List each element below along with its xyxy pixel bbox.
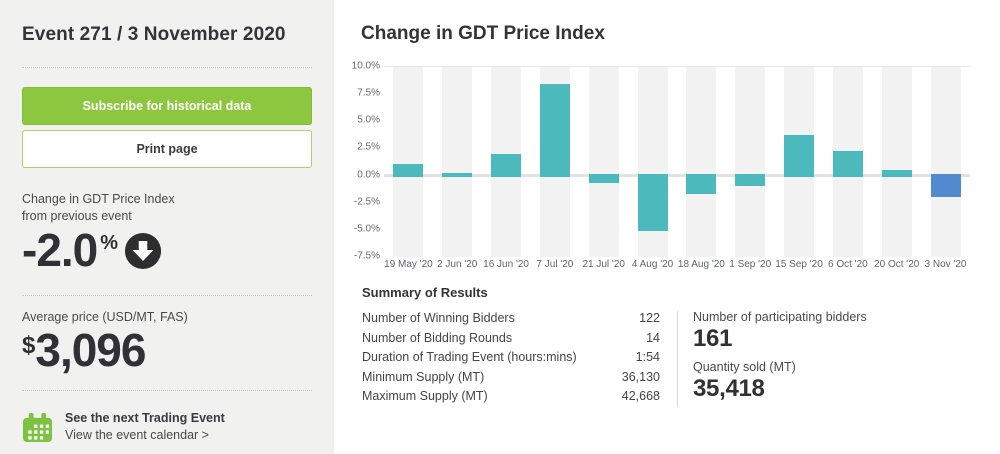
chart-bar-15-sep-20: [784, 135, 815, 178]
next-event-title: See the next Trading Event: [65, 411, 225, 425]
summary-table: Number of Winning Bidders 122 Number of Bi…: [362, 309, 660, 409]
divider: [22, 390, 312, 391]
stat-value: 35,418: [693, 375, 765, 402]
avg-price-row: $ 3,096: [22, 326, 312, 374]
y-axis-tick-label: -7.5%: [353, 250, 380, 262]
chart-stripe: [735, 67, 766, 257]
chart-stripe: [393, 67, 424, 257]
subscribe-button[interactable]: Subscribe for historical data: [22, 87, 312, 125]
y-axis-tick-label: 0.0%: [357, 169, 380, 181]
chart-stripe: [442, 67, 473, 257]
summary-heading: Summary of Results: [362, 285, 488, 300]
stat-label: Quantity sold (MT): [693, 360, 796, 374]
summary-row-label: Minimum Supply (MT): [362, 369, 485, 384]
chart-stripe: [881, 67, 912, 257]
chart-plot: [384, 66, 970, 257]
chart-bar-3-nov-20: [930, 174, 961, 198]
sidebar: Event 271 / 3 November 2020 Subscribe fo…: [0, 0, 334, 454]
x-axis-tick-label: 6 Oct '20: [828, 259, 868, 270]
summary-row: Minimum Supply (MT) 36,130: [362, 368, 660, 388]
chart-bar-1-sep-20: [735, 174, 766, 187]
x-axis-tick-label: 3 Nov '20: [924, 259, 967, 270]
chart-bar-18-aug-20: [686, 174, 717, 195]
zero-line: [384, 174, 970, 178]
chart-bar-21-jul-20: [588, 174, 619, 184]
calendar-icon: [22, 412, 53, 443]
print-page-button[interactable]: Print page: [22, 130, 312, 168]
x-axis-tick-label: 20 Oct '20: [874, 259, 920, 270]
summary-row-label: Number of Bidding Rounds: [362, 330, 513, 345]
chart-bar-4-aug-20: [637, 174, 668, 231]
chart-x-axis: 19 May '20 2 Jun '20 16 Jun '20 7 Jul '20 21…: [384, 259, 970, 270]
summary-row: Duration of Trading Event (hours:mins) 1:…: [362, 348, 660, 368]
summary-columns: Number of Winning Bidders 122 Number of Bi…: [362, 309, 1000, 409]
next-event-link-block[interactable]: See the next Trading Event View the even…: [22, 410, 312, 444]
change-index-label: Change in GDT Price Index from previous …: [22, 192, 175, 223]
divider: [22, 295, 312, 296]
change-value: -2.0: [22, 224, 98, 276]
gdt-price-index-chart: 10.0% 7.5% 5.0% 2.5% 0.0% -2.5% -5.0% -7.5%: [346, 61, 1000, 262]
y-axis-tick-label: 7.5%: [357, 87, 380, 99]
x-axis-tick-label: 16 Jun '20: [483, 259, 529, 270]
chart-stripe: [686, 67, 717, 257]
event-calendar-link[interactable]: View the event calendar >: [65, 428, 209, 442]
summary-row: Maximum Supply (MT) 42,668: [362, 387, 660, 407]
divider: [677, 311, 678, 407]
x-axis-tick-label: 19 May '20: [384, 259, 433, 270]
summary-row-value: 122: [639, 311, 660, 325]
chart-title: Change in GDT Price Index: [361, 23, 605, 44]
chart-bar-20-oct-20: [881, 170, 912, 178]
x-axis-tick-label: 7 Jul '20: [536, 259, 574, 270]
y-axis-tick-label: 2.5%: [357, 141, 380, 153]
summary-section: Summary of Results Number of Winning Bid…: [362, 285, 1000, 409]
currency-symbol: $: [22, 332, 36, 359]
chart-bar-16-jun-20: [491, 153, 522, 178]
stat-label: Number of participating bidders: [693, 310, 867, 324]
summary-row-label: Duration of Trading Event (hours:mins): [362, 350, 577, 364]
stat-value: 161: [693, 325, 733, 352]
summary-row-value: 36,130: [621, 369, 660, 384]
avg-price-value: 3,096: [35, 324, 146, 376]
change-unit: %: [100, 232, 119, 254]
summary-row: Number of Winning Bidders 122: [362, 309, 660, 329]
x-axis-tick-label: 15 Sep '20: [775, 259, 823, 270]
chart-stripe: [588, 67, 619, 257]
x-axis-tick-label: 4 Aug '20: [631, 259, 674, 270]
chart-bar-19-may-20: [393, 163, 424, 178]
summary-stats: Number of participating bidders 161 Quanti…: [693, 309, 867, 409]
change-value-row: -2.0 %: [22, 226, 312, 274]
x-axis-tick-label: 2 Jun '20: [437, 259, 478, 270]
summary-row-label: Maximum Supply (MT): [362, 389, 488, 403]
y-axis-tick-label: 5.0%: [357, 114, 380, 126]
summary-row-value: 1:54: [635, 350, 660, 364]
divider: [22, 67, 312, 68]
chart-bar-7-jul-20: [539, 84, 570, 178]
x-axis-tick-label: 1 Sep '20: [729, 259, 772, 270]
x-axis-tick-label: 18 Aug '20: [677, 259, 725, 270]
x-axis-tick-label: 21 Jul '20: [582, 259, 625, 270]
down-arrow-circle-icon: [125, 232, 162, 270]
chart-stripe: [930, 67, 961, 257]
summary-row-value: 42,668: [621, 389, 660, 403]
y-axis-tick-label: -2.5%: [353, 196, 380, 208]
avg-price-label: Average price (USD/MT, FAS): [22, 310, 188, 324]
chart-bar-2-jun-20: [442, 173, 473, 178]
y-axis-tick-label: 10.0%: [351, 60, 380, 72]
y-axis-tick-label: -5.0%: [353, 223, 380, 235]
chart-y-axis: 10.0% 7.5% 5.0% 2.5% 0.0% -2.5% -5.0% -7.5%: [346, 61, 384, 262]
main-panel: Change in GDT Price Index 10.0% 7.5% 5.0% 2…: [334, 0, 1000, 454]
summary-row-value: 14: [646, 330, 660, 345]
event-title: Event 271 / 3 November 2020: [22, 24, 286, 45]
summary-row: Number of Bidding Rounds 14: [362, 329, 660, 349]
chart-bar-6-oct-20: [832, 150, 863, 178]
next-event-text: See the next Trading Event View the even…: [65, 410, 225, 444]
summary-row-label: Number of Winning Bidders: [362, 311, 515, 325]
